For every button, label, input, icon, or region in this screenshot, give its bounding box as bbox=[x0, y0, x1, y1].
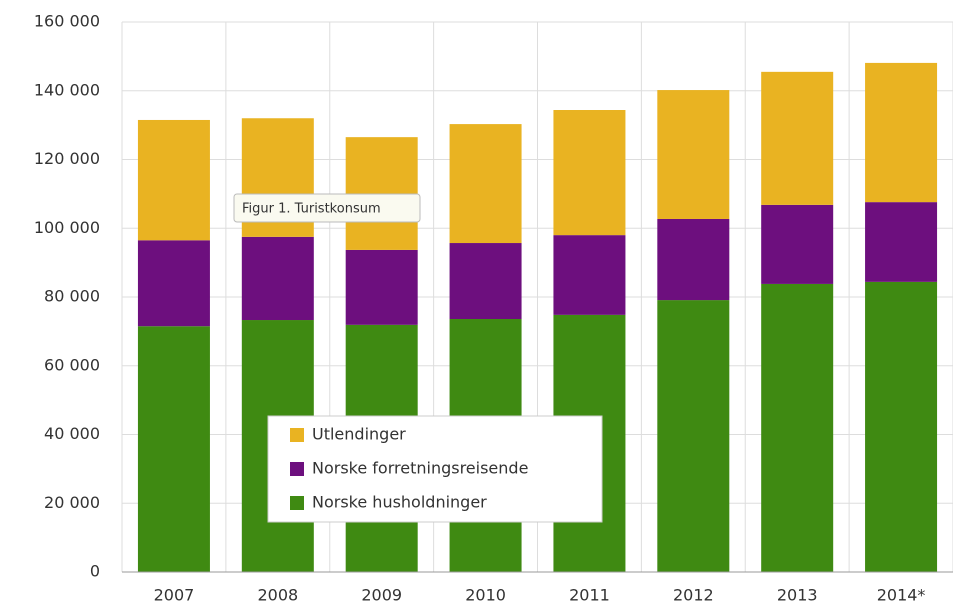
bar-segment bbox=[345, 249, 418, 325]
bar-segment bbox=[657, 218, 730, 301]
bar-segment bbox=[553, 110, 626, 236]
legend-swatch bbox=[290, 428, 304, 442]
y-tick-label: 160 000 bbox=[34, 12, 100, 31]
tooltip-text: Figur 1. Turistkonsum bbox=[242, 202, 381, 217]
x-tick-label: 2007 bbox=[154, 586, 195, 605]
legend-label: Utlendinger bbox=[312, 425, 406, 444]
bar-segment bbox=[761, 71, 834, 205]
bar-segment bbox=[553, 235, 626, 315]
bar-segment bbox=[761, 204, 834, 284]
x-tick-label: 2014* bbox=[877, 586, 926, 605]
x-tick-label: 2013 bbox=[777, 586, 818, 605]
bar-segment bbox=[761, 283, 834, 572]
bar-segment bbox=[657, 300, 730, 572]
legend-label: Norske husholdninger bbox=[312, 493, 487, 512]
legend-box bbox=[267, 415, 603, 523]
legend-swatch bbox=[290, 462, 304, 476]
tooltip-box bbox=[233, 193, 421, 223]
x-tick-label: 2008 bbox=[257, 586, 298, 605]
y-tick-label: 140 000 bbox=[34, 80, 100, 99]
y-tick-label: 0 bbox=[90, 562, 100, 581]
bar-segment bbox=[865, 202, 938, 282]
bar-segment bbox=[865, 281, 938, 572]
x-tick-label: 2009 bbox=[361, 586, 402, 605]
legend-swatch bbox=[290, 496, 304, 510]
y-tick-label: 20 000 bbox=[44, 493, 100, 512]
legend-label: Norske forretningsreisende bbox=[312, 459, 528, 478]
bar-segment bbox=[865, 62, 938, 203]
bar-segment bbox=[449, 124, 522, 244]
bar-segment bbox=[137, 326, 210, 572]
bar-segment bbox=[241, 236, 314, 321]
bar-segment bbox=[657, 90, 730, 219]
y-tick-label: 100 000 bbox=[34, 218, 100, 237]
y-tick-label: 60 000 bbox=[44, 355, 100, 374]
bar-segment bbox=[137, 119, 210, 241]
bar-segment bbox=[449, 243, 522, 319]
x-tick-label: 2010 bbox=[465, 586, 506, 605]
y-tick-label: 80 000 bbox=[44, 287, 100, 306]
x-tick-label: 2012 bbox=[673, 586, 714, 605]
bar-segment bbox=[137, 240, 210, 327]
y-tick-label: 40 000 bbox=[44, 424, 100, 443]
y-tick-label: 120 000 bbox=[34, 149, 100, 168]
x-tick-label: 2011 bbox=[569, 586, 610, 605]
